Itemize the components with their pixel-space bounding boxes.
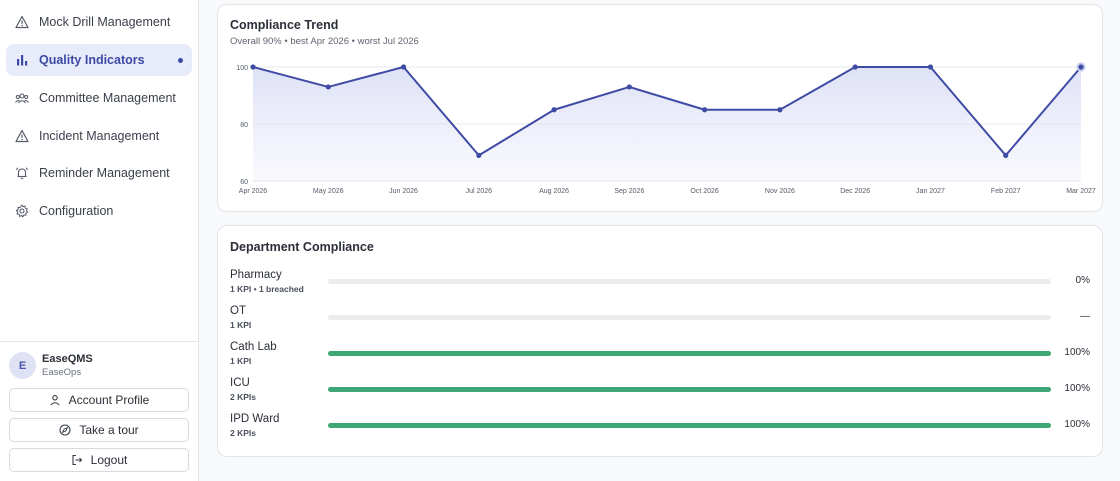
gear-icon: [15, 204, 29, 218]
data-point: [702, 107, 708, 113]
data-point: [777, 107, 783, 113]
sidebar-item-label: Quality Indicators: [39, 53, 145, 67]
data-point: [325, 84, 331, 90]
account-profile-button[interactable]: Account Profile: [9, 388, 189, 412]
logout-label: Logout: [90, 453, 128, 467]
department-kpi-summary: 2 KPIs: [230, 392, 256, 402]
take-a-tour-label: Take a tour: [79, 423, 139, 437]
y-tick-label: 100: [236, 65, 248, 72]
department-name: Pharmacy: [230, 269, 282, 281]
trend-line: [252, 66, 1082, 157]
compliance-trend-card: Compliance Trend Overall 90% • best Apr …: [217, 4, 1103, 212]
x-tick-label: Feb 2027: [991, 188, 1021, 195]
user-name: EaseQMS: [42, 353, 93, 365]
department-row-pharmacy: Pharmacy 1 KPI • 1 breached 0%: [218, 269, 1102, 299]
department-kpi-summary: 2 KPIs: [230, 428, 256, 438]
sidebar: Mock Drill Management Quality Indicators…: [0, 0, 199, 481]
department-row-cath-lab: Cath Lab 1 KPI 100%: [218, 341, 1102, 371]
x-tick-label: Apr 2026: [239, 188, 268, 195]
sidebar-item-reminder-management[interactable]: Reminder Management: [6, 157, 192, 189]
compass-icon: [59, 424, 71, 436]
user-icon: [49, 394, 61, 406]
x-tick-label: May 2026: [313, 188, 344, 195]
y-tick-label: 60: [240, 179, 248, 186]
warning-triangle-icon: [15, 15, 29, 29]
trend-area: [253, 67, 1081, 181]
data-point: [626, 84, 632, 90]
sidebar-item-label: Committee Management: [39, 91, 176, 105]
x-tick-label: Aug 2026: [539, 188, 569, 195]
department-kpi-summary: 1 KPI: [230, 320, 252, 330]
users-group-icon: [15, 91, 29, 105]
card-title: Department Compliance: [230, 240, 374, 254]
department-row-icu: ICU 2 KPIs 100%: [218, 377, 1102, 407]
department-kpi-summary: 1 KPI: [230, 356, 252, 366]
compliance-bar-track: [328, 279, 1051, 284]
data-point: [400, 64, 407, 70]
compliance-bar-track: [328, 315, 1051, 320]
card-title: Compliance Trend: [230, 18, 339, 32]
take-a-tour-button[interactable]: Take a tour: [9, 418, 189, 442]
x-tick-label: Dec 2026: [840, 188, 870, 195]
data-point: [852, 64, 858, 70]
data-point: [551, 107, 557, 113]
compliance-bar-fill: [328, 351, 1051, 356]
logout-button[interactable]: Logout: [9, 448, 189, 472]
sidebar-item-incident-management[interactable]: Incident Management: [6, 120, 192, 152]
x-tick-label: Mar 2027: [1066, 188, 1096, 195]
compliance-percent: 100%: [1064, 347, 1090, 358]
compliance-bar-fill: [328, 423, 1051, 428]
account-profile-label: Account Profile: [68, 393, 150, 407]
warning-triangle-icon: [15, 129, 29, 143]
sidebar-item-label: Mock Drill Management: [39, 15, 171, 29]
compliance-trend-chart: 60 80 100 Apr 2026 May 2026 Jun 2026 Jul 2026 A…: [236, 62, 1096, 195]
sidebar-item-label: Configuration: [39, 204, 114, 218]
y-tick-label: 80: [240, 122, 248, 129]
sidebar-item-mock-drill-management[interactable]: Mock Drill Management: [6, 6, 192, 38]
sidebar-item-committee-management[interactable]: Committee Management: [6, 82, 192, 114]
x-tick-label: Jun 2026: [389, 188, 418, 195]
compliance-percent: 100%: [1064, 419, 1090, 430]
sidebar-item-configuration[interactable]: Configuration: [6, 195, 192, 227]
x-tick-label: Oct 2026: [690, 188, 719, 195]
sidebar-item-label: Reminder Management: [39, 166, 170, 180]
compliance-percent: 0%: [1075, 275, 1090, 286]
active-indicator-dot: [178, 58, 183, 63]
data-point: [1003, 152, 1009, 158]
logout-icon: [71, 454, 83, 466]
department-row-ipd-ward: IPD Ward 2 KPIs 100%: [218, 413, 1102, 443]
x-tick-label: Jul 2026: [466, 188, 493, 195]
compliance-bar-track: [328, 423, 1051, 428]
department-name: OT: [230, 305, 246, 317]
compliance-percent: 100%: [1064, 383, 1090, 394]
x-tick-label: Nov 2026: [765, 188, 795, 195]
sidebar-item-label: Incident Management: [39, 129, 160, 143]
avatar: E: [9, 352, 36, 379]
department-compliance-card: Department Compliance Pharmacy 1 KPI • 1…: [217, 225, 1103, 457]
data-point: [476, 152, 482, 158]
department-name: ICU: [230, 377, 250, 389]
compliance-bar-track: [328, 387, 1051, 392]
sidebar-footer: E EaseQMS EaseOps Account Profile Take a…: [0, 341, 199, 481]
x-tick-label: Jan 2027: [916, 188, 945, 195]
bell-ring-icon: [15, 166, 29, 180]
department-kpi-summary: 1 KPI • 1 breached: [230, 284, 304, 294]
compliance-percent: —: [1080, 311, 1090, 322]
x-tick-label: Sep 2026: [614, 188, 644, 195]
compliance-bar-fill: [328, 387, 1051, 392]
card-subtitle: Overall 90% • best Apr 2026 • worst Jul …: [230, 36, 419, 47]
department-name: Cath Lab: [230, 341, 277, 353]
data-point: [1076, 62, 1086, 72]
department-row-ot: OT 1 KPI —: [218, 305, 1102, 335]
data-point: [927, 64, 934, 70]
department-name: IPD Ward: [230, 413, 280, 425]
user-org: EaseOps: [42, 367, 82, 378]
sidebar-item-quality-indicators[interactable]: Quality Indicators: [6, 44, 192, 76]
compliance-bar-track: [328, 351, 1051, 356]
bar-chart-icon: [15, 53, 29, 67]
data-point: [250, 64, 256, 70]
